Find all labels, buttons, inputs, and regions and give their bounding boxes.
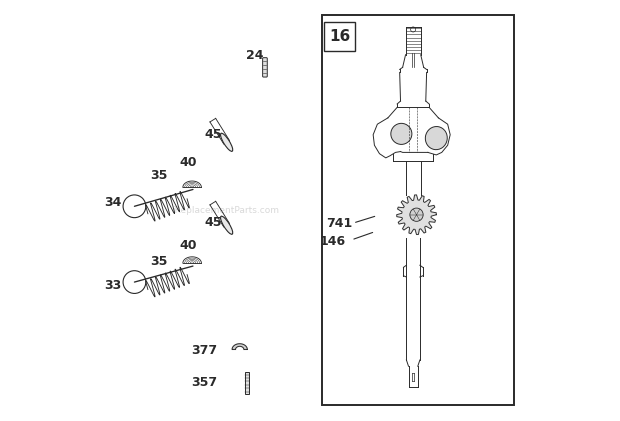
Text: 40: 40 [179,239,197,251]
Text: 45: 45 [205,216,222,229]
Text: 377: 377 [191,344,217,357]
Text: 35: 35 [150,255,167,267]
Text: 357: 357 [191,376,217,389]
Text: 45: 45 [205,128,222,141]
Text: 24: 24 [246,49,263,62]
Text: 35: 35 [150,169,167,182]
FancyBboxPatch shape [263,58,267,77]
Circle shape [391,123,412,144]
Circle shape [410,208,423,221]
Polygon shape [232,344,247,349]
Bar [322,15,514,405]
Text: 16: 16 [329,29,350,44]
Ellipse shape [221,216,232,234]
Polygon shape [397,195,436,234]
Text: 34: 34 [104,196,122,208]
Bar [245,372,249,394]
Text: 40: 40 [179,157,197,169]
Text: 146: 146 [319,235,345,248]
Ellipse shape [425,127,447,149]
Bar [324,22,355,51]
Text: 33: 33 [104,279,122,292]
Text: iReplacementParts.com: iReplacementParts.com [172,206,279,215]
Ellipse shape [221,133,232,152]
Text: 741: 741 [326,217,353,229]
